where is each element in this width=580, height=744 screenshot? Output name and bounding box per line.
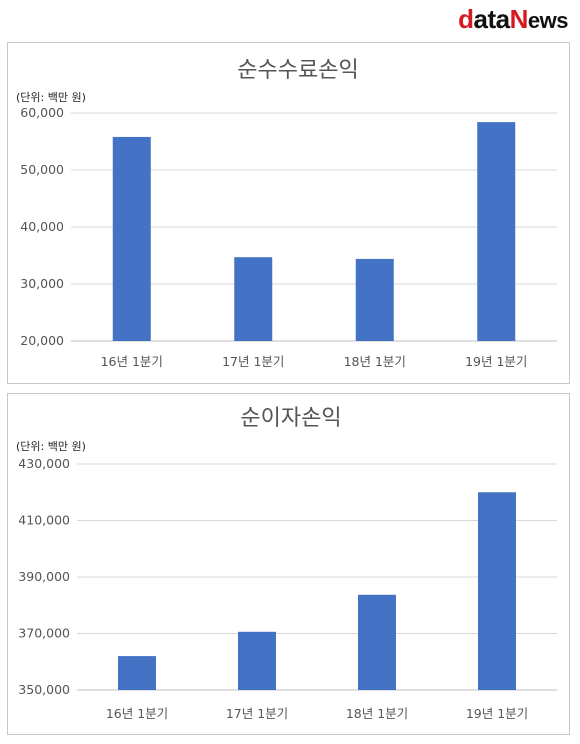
y-tick-label: 370,000 [18, 626, 70, 641]
interest-income-chart: 순이자손익 (단위: 백만 원) 350,000 370,000 390,000 41… [16, 406, 557, 721]
bar [478, 492, 516, 690]
y-tick-label: 50,000 [20, 162, 64, 177]
y-tick-label: 60,000 [20, 105, 64, 120]
x-tick-label: 19년 1분기 [465, 354, 527, 369]
x-tick-label: 18년 1분기 [346, 706, 408, 721]
unit-label: (단위: 백만 원) [16, 91, 86, 104]
y-tick-label: 430,000 [18, 456, 70, 471]
bar [358, 594, 396, 690]
fee-income-chart: 순수수료손익 (단위: 백만 원) 20,000 30,000 40,000 50,0… [16, 58, 557, 369]
chart-title: 순이자손익 [240, 406, 341, 431]
x-tick-label: 16년 1분기 [101, 354, 163, 369]
y-tick-label: 20,000 [20, 333, 64, 348]
x-tick-label: 17년 1분기 [226, 706, 288, 721]
bar [118, 656, 156, 690]
bar [355, 258, 394, 341]
y-tick-label: 410,000 [18, 513, 70, 528]
chart-title: 순수수료손익 [237, 58, 358, 83]
bar [238, 631, 276, 690]
y-tick-label: 30,000 [20, 276, 64, 291]
unit-label: (단위: 백만 원) [16, 440, 86, 453]
x-tick-label: 19년 1분기 [466, 706, 528, 721]
y-tick-label: 40,000 [20, 219, 64, 234]
x-tick-label: 18년 1분기 [344, 354, 406, 369]
chart-panel-interest-income: 순이자손익 (단위: 백만 원) 350,000 370,000 390,000 41… [7, 393, 570, 735]
bar [234, 257, 273, 341]
bar [112, 136, 151, 341]
plot-area: 20,000 30,000 40,000 50,000 60,000 16년 1분기 17년… [20, 105, 557, 369]
x-tick-label: 17년 1분기 [222, 354, 284, 369]
bar [477, 122, 516, 342]
x-tick-label: 16년 1분기 [106, 706, 168, 721]
chart-panel-fee-income: 순수수료손익 (단위: 백만 원) 20,000 30,000 40,000 50,0… [7, 42, 570, 384]
y-tick-label: 390,000 [18, 569, 70, 584]
brand-logo: dataNews [458, 4, 568, 34]
y-tick-label: 350,000 [18, 682, 70, 697]
plot-area: 350,000 370,000 390,000 410,000 430,000 16년 1… [18, 456, 557, 721]
